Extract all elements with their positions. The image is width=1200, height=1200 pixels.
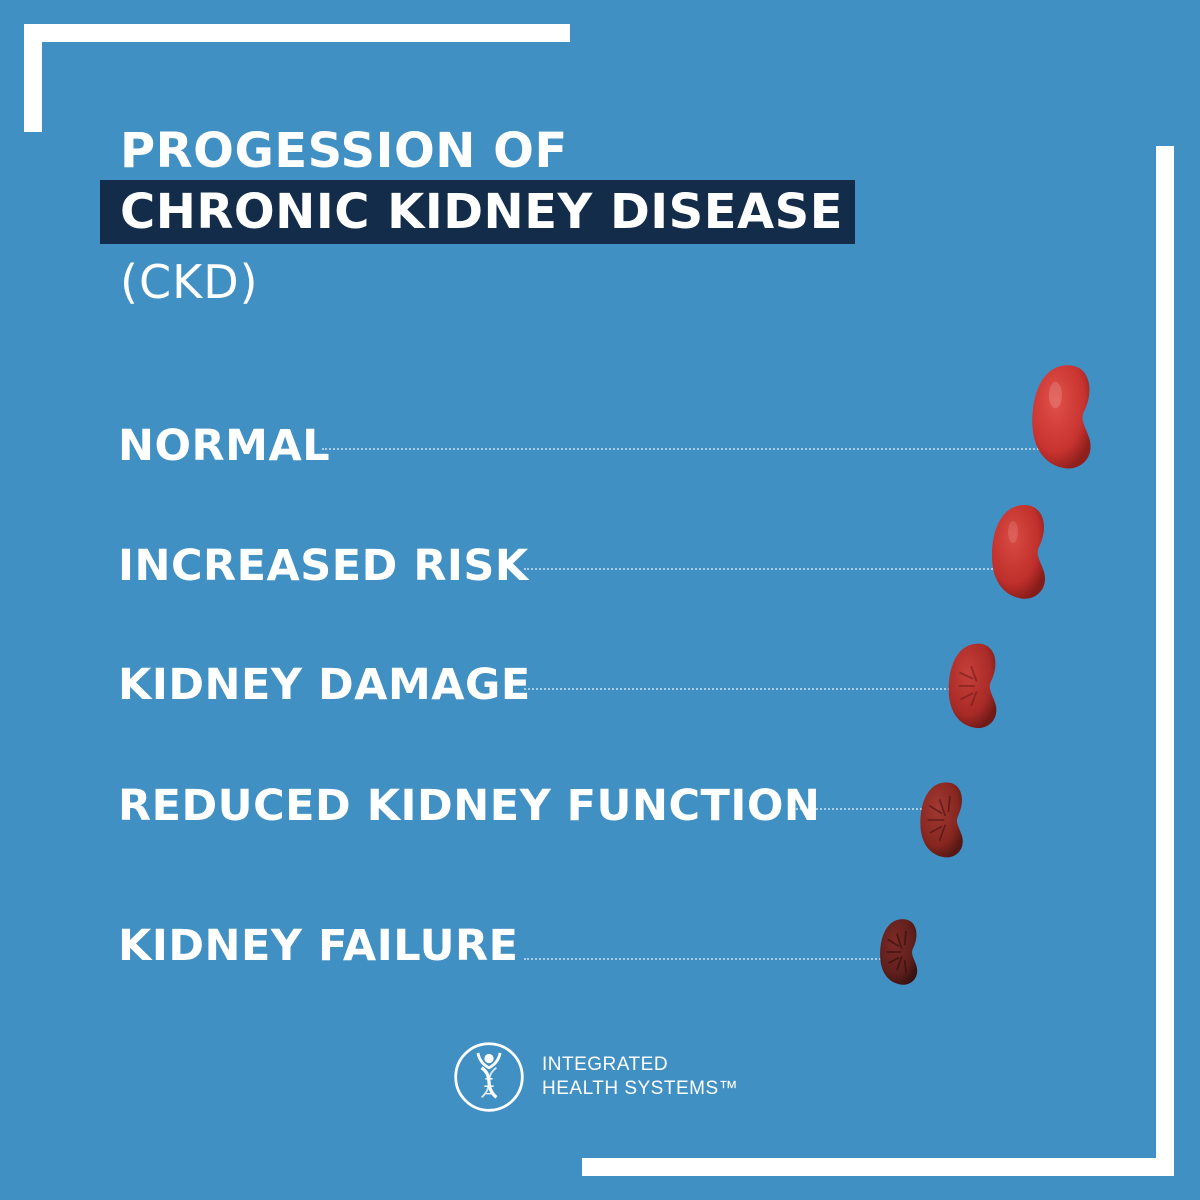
stage-connector-increased-risk (524, 568, 1000, 570)
company-name: INTEGRATED HEALTH SYSTEMS™ (542, 1053, 738, 1101)
dna-person-icon (454, 1042, 524, 1112)
title-line-2-highlight: CHRONIC KIDNEY DISEASE (100, 180, 856, 244)
stage-connector-kidney-damage (524, 688, 954, 690)
stage-connector-kidney-failure (524, 958, 884, 960)
stage-label-kidney-damage: KIDNEY DAMAGE (118, 660, 531, 710)
title-line-1: PROGESSION OF (120, 123, 568, 179)
stage-label-kidney-failure: KIDNEY FAILURE (118, 921, 519, 971)
frame-bottom-bar (582, 1158, 1174, 1176)
title-line-3: (CKD) (120, 255, 259, 309)
company-logo: INTEGRATED HEALTH SYSTEMS™ (452, 1040, 738, 1114)
frame-left-bar (24, 24, 42, 132)
kidney-normal-icon (1032, 365, 1091, 469)
stage-connector-reduced-kidney-function (796, 808, 926, 810)
kidney-increased-risk-icon (991, 504, 1045, 599)
stage-label-reduced-kidney-function: REDUCED KIDNEY FUNCTION (118, 781, 821, 831)
company-name-line-1: INTEGRATED (542, 1054, 669, 1075)
stage-label-normal: NORMAL (118, 421, 331, 471)
stage-label-increased-risk: INCREASED RISK (118, 541, 529, 591)
kidney-failure-icon (880, 919, 918, 985)
title-block: PROGESSION OF CHRONIC KIDNEY DISEASE (CK… (100, 122, 856, 320)
frame-top-bar (24, 24, 570, 42)
kidney-reduced-function-icon (920, 782, 963, 858)
stage-connector-normal (322, 448, 1042, 450)
company-name-line-2: HEALTH SYSTEMS™ (542, 1078, 739, 1099)
kidney-damage-icon (948, 643, 997, 729)
frame-right-bar (1156, 146, 1174, 1176)
